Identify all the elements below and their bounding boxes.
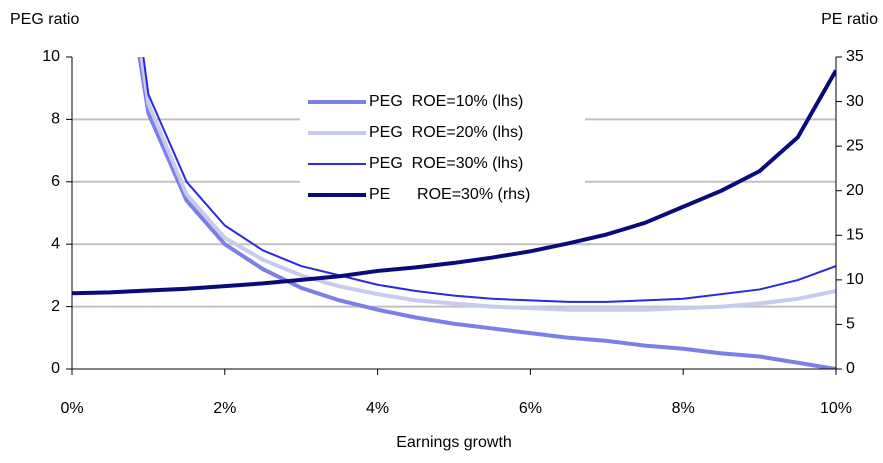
series-line bbox=[142, 57, 836, 303]
y2-axis-title: PE ratio bbox=[821, 11, 878, 28]
axes: 0 2 4 6 8 10 0 5 10 15 20 25 30 35 0% 2% 4% 6% 8% 10% bbox=[42, 48, 864, 417]
x-tick-label: 2% bbox=[213, 400, 236, 417]
y-axis-title: PEG ratio bbox=[10, 11, 79, 28]
y2-tick-label: 10 bbox=[846, 271, 864, 288]
y2-tick-label: 20 bbox=[846, 182, 864, 199]
legend-label: PEG ROE=20% (lhs) bbox=[369, 124, 523, 141]
series-line bbox=[72, 69, 836, 296]
series-line bbox=[139, 57, 836, 312]
legend-label: PE ROE=30% (rhs) bbox=[369, 186, 530, 203]
y2-tick-label: 15 bbox=[846, 227, 864, 244]
y-tick-label: 4 bbox=[51, 235, 60, 252]
series-line bbox=[137, 57, 836, 369]
y2-tick-label: 5 bbox=[846, 316, 855, 333]
y-tick-label: 2 bbox=[51, 298, 60, 315]
legend: PEG ROE=10% (lhs) PEG ROE=20% (lhs) PEG RO… bbox=[300, 88, 585, 213]
legend-label: PEG ROE=10% (lhs) bbox=[369, 93, 523, 110]
x-axis-title: Earnings growth bbox=[396, 434, 512, 451]
y2-tick-label: 35 bbox=[846, 48, 864, 65]
x-tick-label: 0% bbox=[60, 400, 83, 417]
legend-label: PEG ROE=30% (lhs) bbox=[369, 155, 523, 172]
y-tick-label: 8 bbox=[51, 111, 60, 128]
legend-box bbox=[300, 88, 585, 213]
x-tick-label: 10% bbox=[820, 400, 852, 417]
y-tick-label: 10 bbox=[42, 48, 60, 65]
x-tick-label: 4% bbox=[366, 400, 389, 417]
y2-tick-label: 30 bbox=[846, 93, 864, 110]
y2-tick-label: 25 bbox=[846, 137, 864, 154]
y-tick-label: 0 bbox=[51, 360, 60, 377]
y-tick-label: 6 bbox=[51, 173, 60, 190]
x-tick-label: 8% bbox=[672, 400, 695, 417]
y2-tick-label: 0 bbox=[846, 360, 855, 377]
x-tick-label: 6% bbox=[519, 400, 542, 417]
plot bbox=[72, 57, 836, 369]
